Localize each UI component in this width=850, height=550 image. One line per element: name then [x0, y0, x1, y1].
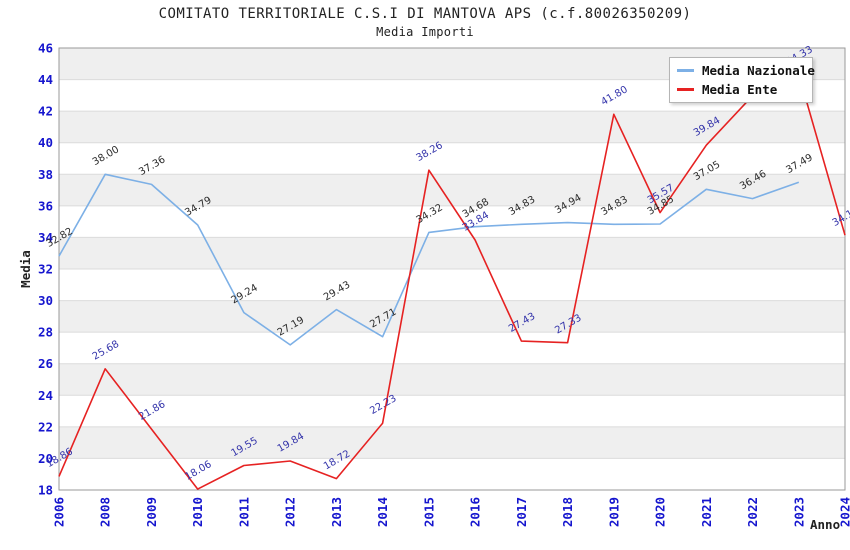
plot-band — [59, 269, 845, 301]
y-tick-label: 24 — [38, 388, 53, 403]
chart-title: COMITATO TERRITORIALE C.S.I DI MANTOVA A… — [158, 6, 692, 22]
x-tick-label: 2017 — [514, 497, 529, 527]
y-tick-label: 38 — [38, 167, 53, 182]
plot-border — [58, 47, 846, 491]
series-line-media-nazionale — [58, 173, 800, 346]
x-tick-label: 2024 — [838, 497, 850, 527]
x-tick-label: 2015 — [421, 497, 436, 527]
x-tick-label: 2014 — [375, 497, 390, 527]
series-line-media-ente — [58, 73, 846, 490]
x-tick-label: 2020 — [653, 497, 668, 527]
x-tick-label: 2008 — [98, 497, 113, 527]
y-tick-label: 30 — [38, 293, 53, 308]
y-axis-title: Media — [18, 250, 33, 288]
y-tick-label: 44 — [38, 72, 53, 87]
plot-band — [59, 142, 845, 175]
plot-band — [59, 237, 845, 269]
x-tick-label: 2006 — [52, 497, 67, 527]
chart-subtitle: Media Importi — [376, 25, 474, 39]
x-tick-label: 2011 — [236, 497, 251, 527]
y-tick-label: 28 — [38, 325, 53, 340]
y-tick-label: 18 — [38, 483, 53, 498]
plot-band — [59, 205, 845, 238]
x-tick-label: 2018 — [560, 497, 575, 527]
plot-band — [59, 395, 845, 427]
plot-band — [59, 300, 845, 333]
y-tick-label: 34 — [38, 230, 53, 245]
legend-item-media-nazionale: Media Nazionale — [670, 63, 815, 79]
media-nazionale-line-swatch — [677, 69, 694, 72]
plot-band — [59, 111, 845, 143]
x-tick-label: 2010 — [190, 497, 205, 527]
y-tick-label: 22 — [38, 419, 53, 434]
chart-legend: Media Nazionale Media Ente — [669, 57, 815, 103]
legend-item-media-ente: Media Ente — [670, 82, 812, 98]
legend-label-media-nazionale: Media Nazionale — [702, 63, 815, 78]
y-tick-label: 36 — [38, 198, 53, 213]
media-ente-line-swatch — [677, 88, 694, 91]
plot-band — [59, 458, 845, 490]
x-tick-label: 2021 — [699, 497, 714, 527]
x-tick-label: 2022 — [745, 497, 760, 527]
x-tick-label: 2016 — [468, 497, 483, 527]
x-axis-title: Anno — [810, 517, 840, 532]
x-tick-label: 2013 — [329, 497, 344, 527]
x-tick-label: 2009 — [144, 497, 159, 527]
plot-band — [59, 363, 845, 396]
plot-band — [59, 332, 845, 364]
x-tick-label: 2023 — [791, 497, 806, 527]
y-tick-label: 26 — [38, 356, 53, 371]
x-tick-label: 2012 — [283, 497, 298, 527]
x-tick-label: 2019 — [606, 497, 621, 527]
y-tick-label: 40 — [38, 135, 53, 150]
y-tick-label: 32 — [38, 262, 53, 277]
plot-band — [59, 426, 845, 459]
y-tick-label: 46 — [38, 41, 53, 56]
y-tick-label: 20 — [38, 451, 53, 466]
plot-band — [59, 174, 845, 206]
y-tick-label: 42 — [38, 104, 53, 119]
legend-label-media-ente: Media Ente — [702, 82, 778, 97]
